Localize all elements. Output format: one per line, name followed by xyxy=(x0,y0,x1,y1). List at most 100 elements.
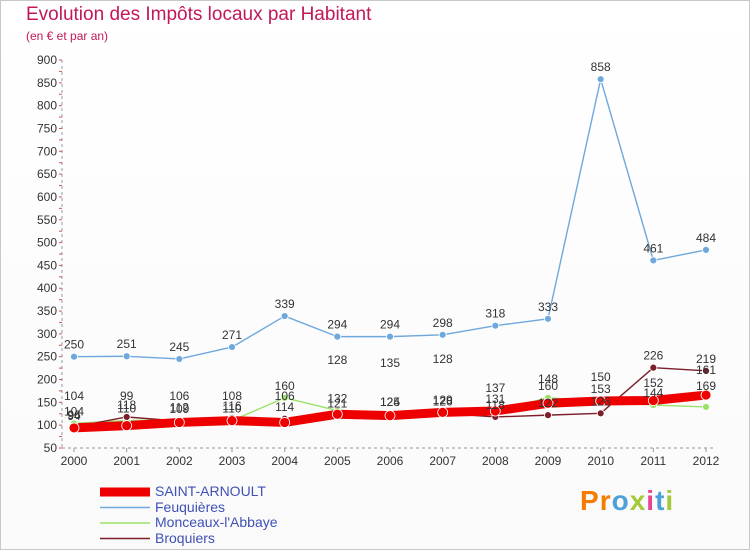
data-label: 114 xyxy=(275,400,294,414)
data-label: 110 xyxy=(117,402,136,416)
data-label: 118 xyxy=(117,398,136,412)
y-tick-label: 350 xyxy=(37,304,57,318)
data-label: 121 xyxy=(327,397,347,411)
legend-label: Feuquières xyxy=(155,498,226,515)
data-point xyxy=(386,332,394,341)
data-label: 106 xyxy=(275,389,295,403)
data-label: 131 xyxy=(485,392,505,406)
data-label: 122 xyxy=(538,396,558,410)
data-label: 160 xyxy=(538,379,558,393)
legend xyxy=(100,487,150,540)
data-point xyxy=(70,352,78,361)
data-label: 126 xyxy=(433,394,453,408)
data-point xyxy=(279,417,291,428)
y-tick-label: 250 xyxy=(37,350,57,364)
chart-subtitle: (en € et par an) xyxy=(26,29,109,43)
data-point xyxy=(437,406,449,418)
data-point xyxy=(544,314,552,323)
data-point xyxy=(68,422,80,434)
data-point xyxy=(280,393,289,402)
data-label: 94 xyxy=(67,409,81,423)
data-label: 109 xyxy=(169,402,189,416)
series-lines xyxy=(69,78,711,433)
x-tick-label: 2003 xyxy=(219,454,246,468)
data-point xyxy=(489,405,501,417)
data-point xyxy=(122,352,131,361)
data-point xyxy=(542,397,554,409)
data-labels: 250 251 245 271 339 294 294 298 318 333 858 461 484 1… xyxy=(64,60,716,423)
y-tick-label: 500 xyxy=(37,236,57,250)
x-tick-label: 2010 xyxy=(587,454,614,468)
data-point xyxy=(280,312,289,320)
data-label: 461 xyxy=(643,241,663,255)
y-tick-label: 900 xyxy=(37,53,57,67)
logo-letter: r xyxy=(599,485,612,516)
data-label: 245 xyxy=(169,340,189,354)
data-point xyxy=(228,343,236,352)
y-tick-label: 600 xyxy=(37,190,57,204)
data-label: 318 xyxy=(485,307,505,321)
data-label: 294 xyxy=(380,318,400,332)
x-tick-label: 2006 xyxy=(377,454,404,468)
data-label: 129 xyxy=(433,393,453,407)
data-label: 112 xyxy=(170,401,189,415)
data-point xyxy=(700,389,712,401)
data-label: 294 xyxy=(327,318,347,332)
y-tick-label: 150 xyxy=(37,395,57,409)
data-label: 137 xyxy=(485,381,505,395)
data-point xyxy=(333,332,342,341)
data-label: 152 xyxy=(643,376,663,390)
x-tick-label: 2012 xyxy=(693,454,720,468)
y-tick-label: 450 xyxy=(37,258,57,272)
data-point xyxy=(595,395,607,407)
data-label: 150 xyxy=(591,370,611,384)
logo-letter: i xyxy=(665,485,675,516)
data-label: 135 xyxy=(380,356,400,370)
y-tick-label: 650 xyxy=(37,167,57,181)
x-tick-label: 2007 xyxy=(429,454,456,468)
x-tick-label: 2002 xyxy=(166,454,193,468)
data-label: 106 xyxy=(169,389,189,403)
logo-letter: P xyxy=(580,485,600,516)
x-tick-label: 2000 xyxy=(61,454,88,468)
x-tick-label: 2011 xyxy=(640,454,666,468)
y-tick-label: 750 xyxy=(37,121,57,135)
x-tick-label: 2005 xyxy=(324,454,351,468)
data-point xyxy=(175,355,184,363)
data-label: 169 xyxy=(696,379,716,393)
data-point xyxy=(702,403,710,411)
data-label: 104 xyxy=(64,389,84,403)
data-point xyxy=(702,245,710,254)
y-tick-label: 400 xyxy=(37,281,57,295)
data-label: 858 xyxy=(591,60,611,74)
data-point xyxy=(491,321,500,330)
data-label: 148 xyxy=(538,372,558,386)
data-point xyxy=(226,415,238,427)
x-tick-label: 2009 xyxy=(535,454,562,468)
data-label: 96 xyxy=(67,408,81,422)
data-point xyxy=(121,420,133,432)
data-label: 160 xyxy=(275,379,295,393)
data-label: 339 xyxy=(275,297,295,311)
data-label: 219 xyxy=(696,352,716,366)
x-tick-label: 2001 xyxy=(113,454,140,468)
data-point xyxy=(649,363,658,372)
logo-letter: t xyxy=(655,485,666,516)
x-tick-label: 2004 xyxy=(271,454,298,468)
data-label: 116 xyxy=(222,399,241,413)
proxiti-logo: Proxiti xyxy=(580,485,674,517)
y-tick-label: 300 xyxy=(37,327,57,341)
data-point xyxy=(596,409,605,418)
logo-letter: i xyxy=(646,485,656,516)
data-label: 298 xyxy=(433,316,453,330)
logo-letter: o xyxy=(611,485,630,516)
y-tick-label: 100 xyxy=(37,418,57,432)
data-label: 333 xyxy=(538,300,558,314)
data-label: 251 xyxy=(117,337,137,351)
y-tick-label: 550 xyxy=(37,213,57,227)
data-label: 153 xyxy=(591,382,611,396)
data-label: 128 xyxy=(327,353,347,367)
data-label: 161 xyxy=(696,363,716,377)
